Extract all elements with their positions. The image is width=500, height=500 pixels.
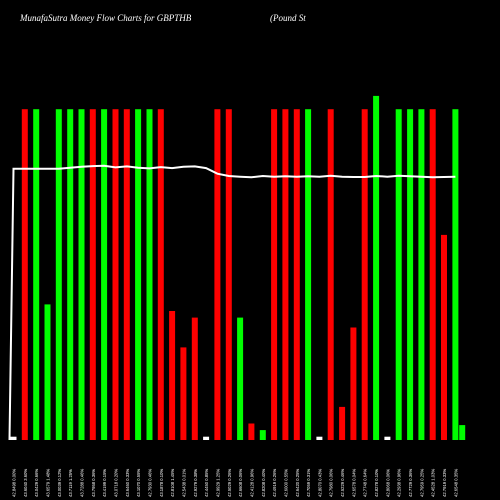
- bar-21: [248, 423, 255, 440]
- tick-label-33: 42.8068 0.06%: [385, 469, 390, 497]
- bar-20: [237, 317, 244, 440]
- bar-14: [169, 311, 176, 440]
- tick-label-26: 42.7059 0.31%: [306, 469, 311, 497]
- tick-label-9: 43.0718 0.20%: [113, 469, 118, 497]
- bar-0: [10, 436, 17, 440]
- bar-16: [191, 317, 198, 440]
- bar-6: [78, 109, 85, 440]
- bar-18: [214, 109, 221, 440]
- tick-label-3: 43.6579 1.48%: [45, 469, 50, 497]
- bar-35: [407, 109, 414, 440]
- bar-7: [89, 109, 96, 440]
- bar-31: [361, 109, 368, 440]
- tick-label-14: 42.8108 1.45%: [170, 469, 175, 497]
- chart-title-suffix: (Pound St: [270, 13, 306, 23]
- tick-label-4: 43.0039 0.12%: [57, 469, 62, 497]
- chart-title: MunafaSutra Money Flow Charts for GBPTHB: [20, 13, 192, 23]
- tick-label-5: 43.7119 1.25%: [68, 469, 73, 497]
- tick-label-12: 42.7930 0.46%: [147, 469, 152, 497]
- tick-label-27: 42.8070 0.43%: [317, 469, 322, 497]
- extra-bar-0: [459, 425, 466, 440]
- tick-label-13: 43.1878 0.10%: [159, 469, 164, 497]
- tick-label-22: 42.8208 0.40%: [261, 469, 266, 497]
- bar-24: [282, 109, 289, 440]
- bar-9: [112, 109, 119, 440]
- tick-label-35: 42.7729 0.36%: [408, 469, 413, 497]
- bar-13: [157, 109, 164, 440]
- tick-label-32: 42.8278 0.10%: [374, 469, 379, 497]
- tick-label-17: 42.4450 0.85%: [204, 469, 209, 497]
- tick-label-2: 43.0429 0.66%: [34, 469, 39, 497]
- tick-label-19: 42.5029 0.26%: [227, 469, 232, 497]
- tick-label-1: 43.6040 3.60%: [23, 469, 28, 497]
- tick-labels: 42.8498 0.00% 43.6040 3.60% 43.0429 0.66% 4…: [12, 469, 459, 497]
- bar-30: [350, 327, 357, 440]
- bar-26: [305, 109, 312, 440]
- tick-label-15: 42.5438 0.01%: [181, 469, 186, 497]
- tick-label-28: 42.7980 0.06%: [329, 469, 334, 497]
- tick-label-6: 43.7288 0.46%: [79, 469, 84, 497]
- tick-label-8: 43.4199 0.15%: [102, 469, 107, 497]
- bar-2: [33, 109, 40, 440]
- tick-label-31: 42.7748 0.64%: [363, 469, 368, 497]
- bar-8: [101, 109, 108, 440]
- tick-label-7: 43.7958 0.36%: [91, 469, 96, 497]
- bar-17: [203, 436, 210, 440]
- tick-label-39: 42.6548 0.35%: [453, 469, 458, 497]
- tick-label-20: 42.6608 0.06%: [238, 469, 243, 497]
- tick-label-36: 42.7959 0.25%: [419, 469, 424, 497]
- tick-label-0: 42.8498 0.00%: [12, 469, 17, 497]
- bar-37: [429, 109, 436, 440]
- bar-38: [441, 234, 447, 440]
- bar-36: [418, 109, 425, 440]
- bar-3: [44, 304, 51, 440]
- money-flow-line: [8, 164, 456, 441]
- tick-label-25: 42.6420 0.25%: [295, 469, 300, 497]
- tick-label-10: 43.6460 0.33%: [125, 469, 130, 497]
- bar-29: [339, 406, 346, 440]
- bar-23: [271, 109, 278, 440]
- tick-label-29: 42.5229 0.46%: [340, 469, 345, 497]
- bar-34: [395, 109, 402, 440]
- bar-11: [135, 109, 142, 440]
- bar-15: [180, 347, 187, 440]
- tick-label-18: 42.9929 1.25%: [215, 469, 220, 497]
- tick-label-38: 42.7919 0.33%: [442, 469, 447, 497]
- tick-label-37: 42.4528 1.03%: [431, 469, 436, 497]
- bar-33: [384, 436, 391, 440]
- tick-label-21: 42.4128 0.96%: [249, 469, 254, 497]
- bar-10: [123, 109, 130, 440]
- bar-32: [373, 95, 380, 441]
- tick-label-23: 42.4919 0.26%: [272, 469, 277, 497]
- tick-label-34: 42.2938 0.96%: [397, 469, 402, 497]
- tick-label-24: 42.6000 0.55%: [283, 469, 288, 497]
- bar-25: [293, 109, 300, 440]
- bar-group: [10, 95, 466, 441]
- bar-22: [259, 430, 266, 440]
- bar-1: [21, 109, 28, 440]
- bar-4: [55, 109, 62, 440]
- bar-12: [146, 109, 153, 440]
- tick-label-16: 42.9279 0.38%: [193, 469, 198, 497]
- bar-19: [225, 109, 232, 440]
- bar-27: [316, 436, 323, 440]
- bar-39: [452, 109, 459, 440]
- tick-label-11: 43.1070 0.55%: [136, 469, 141, 497]
- tick-label-30: 42.6578 0.04%: [351, 469, 356, 497]
- bar-28: [327, 109, 334, 440]
- bar-5: [67, 109, 74, 440]
